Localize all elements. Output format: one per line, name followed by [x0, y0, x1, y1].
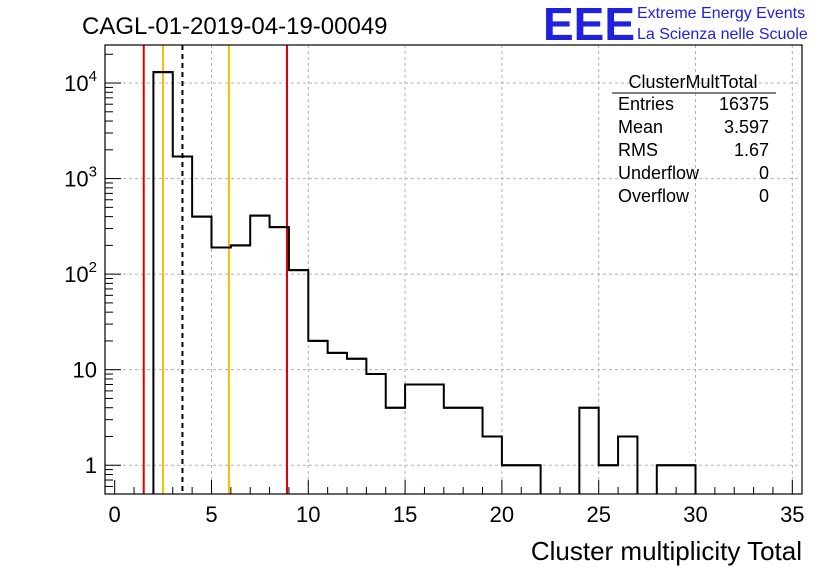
x-tick-label: 20 [490, 502, 514, 527]
stats-label: Underflow [618, 163, 700, 183]
stats-label: Mean [618, 117, 663, 137]
x-tick-label: 5 [205, 502, 217, 527]
logo-line-1: Extreme Energy Events [637, 5, 805, 22]
histogram-bins [152, 71, 697, 494]
stats-label: Overflow [618, 186, 690, 206]
stats-value: 0 [759, 163, 769, 183]
y-axis-ticks: 1 10 102 103 104 [64, 53, 121, 495]
logo-letters: EEE [543, 0, 635, 50]
plot-frame [104, 44, 803, 495]
stats-label: RMS [618, 140, 658, 160]
stats-label: Entries [618, 94, 674, 114]
y-tick-label: 103 [64, 164, 97, 192]
x-axis-ticks: 0 5 10 15 20 25 30 35 [109, 480, 805, 527]
y-tick-label: 104 [64, 68, 97, 96]
x-tick-label: 15 [393, 502, 417, 527]
x-tick-label: 25 [586, 502, 610, 527]
marker-lines [142, 45, 288, 494]
x-tick-label: 0 [109, 502, 121, 527]
eee-logo: EEE Extreme Energy Events La Scienza nel… [543, 0, 808, 50]
y-tick-label: 1 [85, 453, 97, 478]
stats-box: ClusterMultTotal Entries 16375 Mean 3.597 RM… [612, 72, 776, 206]
logo-line-2: La Scienza nelle Scuole [637, 26, 808, 43]
stats-value: 0 [759, 186, 769, 206]
stats-value: 3.597 [724, 117, 769, 137]
stats-value: 16375 [719, 94, 769, 114]
stats-rows: Entries 16375 Mean 3.597 RMS 1.67 Underflow 0 Ov… [618, 94, 769, 206]
x-tick-label: 35 [780, 502, 804, 527]
x-axis-title: Cluster multiplicity Total [531, 536, 802, 566]
stats-value: 1.67 [734, 140, 769, 160]
x-tick-label: 10 [296, 502, 320, 527]
stats-name: ClusterMultTotal [628, 72, 757, 92]
x-tick-label: 30 [683, 502, 707, 527]
y-tick-label: 102 [64, 259, 97, 287]
y-tick-label: 10 [73, 358, 97, 383]
chart-title: CAGL-01-2019-04-19-00049 [82, 13, 388, 40]
